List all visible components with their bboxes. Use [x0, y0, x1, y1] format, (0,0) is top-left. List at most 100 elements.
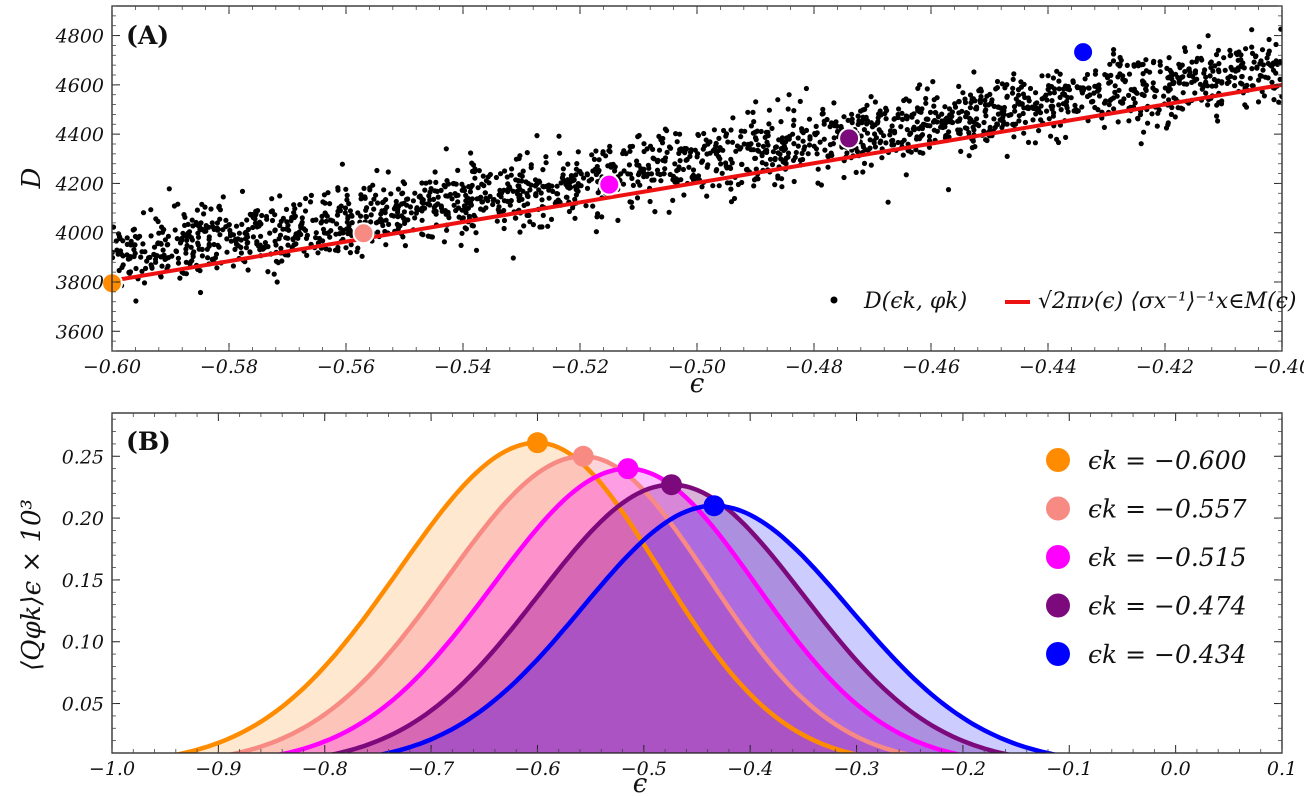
scatter-point [919, 132, 926, 138]
scatter-point [507, 202, 513, 208]
scatter-point [584, 185, 591, 191]
scatter-point [183, 259, 189, 265]
scatter-point [1126, 92, 1132, 98]
scatter-point [629, 175, 635, 181]
scatter-point [128, 242, 134, 248]
scatter-point [495, 199, 501, 205]
scatter-point [923, 116, 929, 122]
scatter-point [537, 224, 543, 230]
scatter-point [189, 217, 195, 223]
scatter-point [532, 183, 539, 189]
scatter-point [664, 149, 670, 155]
scatter-point [1215, 118, 1221, 124]
scatter-point [467, 200, 473, 206]
scatter-point [184, 237, 190, 243]
scatter-point [887, 128, 894, 134]
scatter-point [447, 191, 453, 198]
scatter-point [412, 215, 418, 221]
scatter-point [1215, 67, 1222, 73]
scatter-point [927, 109, 934, 115]
scatter-point [203, 224, 209, 230]
scatter-point [1203, 79, 1209, 85]
scatter-point [502, 168, 508, 174]
scatter-point [385, 169, 391, 175]
scatter-point [734, 143, 741, 149]
scatter-point [211, 241, 217, 248]
scatter-point [513, 177, 519, 183]
scatter-point [172, 227, 178, 233]
scatter-point [564, 194, 570, 200]
scatter-point [716, 135, 722, 141]
scatter-point [1249, 66, 1255, 72]
scatter-point [375, 219, 381, 225]
scatter-point [674, 168, 680, 174]
scatter-point [641, 148, 647, 155]
scatter-point [1112, 89, 1118, 95]
scatter-point [572, 196, 578, 202]
scatter-point [1171, 95, 1177, 101]
scatter-point [363, 214, 369, 220]
scatter-point [828, 120, 835, 126]
scatter-point [1046, 116, 1052, 122]
scatter-point [991, 116, 997, 122]
scatter-point [1260, 67, 1266, 73]
scatter-point [967, 92, 974, 98]
scatter-point [431, 196, 437, 202]
scatter-point [133, 265, 139, 272]
scatter-point [1243, 104, 1250, 110]
panel-a-label: (A) [126, 21, 169, 50]
scatter-point [277, 232, 284, 238]
scatter-point [371, 196, 377, 202]
scatter-point [429, 234, 435, 240]
scatter-point [1149, 111, 1155, 117]
scatter-point [641, 141, 647, 147]
scatter-point [185, 221, 191, 227]
scatter-point [924, 122, 931, 129]
scatter-point [814, 130, 820, 136]
scatter-point [988, 99, 995, 105]
scatter-point [1048, 133, 1054, 139]
scatter-point [497, 171, 504, 177]
scatter-point [981, 128, 987, 134]
scatter-point [1087, 92, 1093, 98]
scatter-point [983, 107, 989, 113]
scatter-point [1135, 116, 1141, 122]
scatter-point [120, 262, 126, 268]
scatter-point [554, 191, 560, 197]
scatter-point [923, 95, 929, 102]
scatter-point [1122, 79, 1128, 85]
scatter-point [1124, 62, 1130, 68]
scatter-point [695, 173, 702, 179]
scatter-point [141, 280, 148, 286]
scatter-point [760, 143, 767, 149]
scatter-point [1036, 128, 1042, 134]
scatter-point [472, 166, 478, 172]
scatter-point [758, 128, 764, 135]
scatter-point [626, 162, 633, 168]
scatter-point [799, 150, 805, 156]
scatter-point [269, 196, 275, 202]
scatter-point [224, 236, 230, 242]
scatter-point [1115, 61, 1121, 67]
scatter-point [137, 233, 143, 239]
scatter-point [932, 117, 938, 124]
scatter-point [1064, 105, 1070, 111]
scatter-point [216, 204, 222, 210]
y-tick-label: 0.20 [62, 508, 104, 530]
scatter-point [896, 106, 902, 112]
panel-b-frame [111, 412, 1283, 754]
scatter-point [923, 100, 929, 106]
scatter-point [1214, 113, 1220, 119]
scatter-point [344, 197, 350, 203]
scatter-point [982, 102, 989, 108]
scatter-point [208, 206, 214, 212]
scatter-point [239, 221, 245, 227]
scatter-point [127, 254, 134, 260]
scatter-point [728, 199, 735, 205]
scatter-point [814, 151, 820, 157]
scatter-point [1265, 75, 1271, 81]
scatter-point [1143, 57, 1149, 63]
scatter-point [462, 225, 468, 231]
scatter-point [1213, 83, 1219, 89]
